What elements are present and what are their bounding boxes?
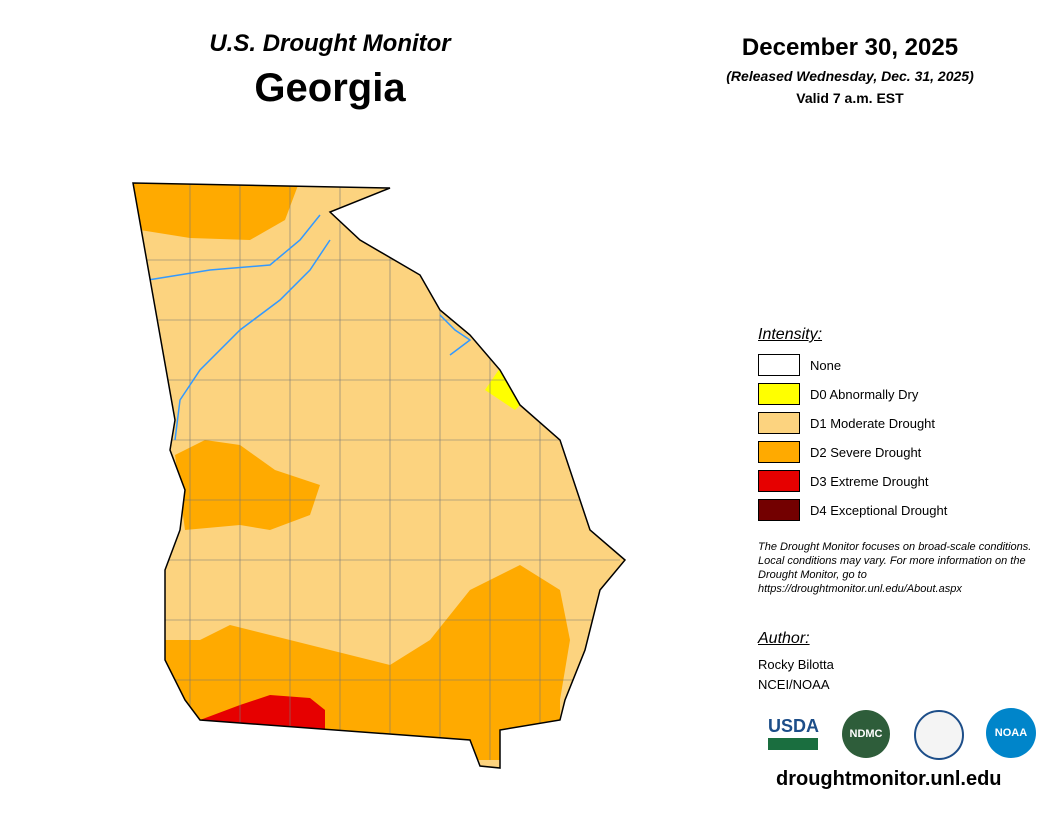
- county-lines: [133, 183, 620, 760]
- logo-ndmc: NDMC: [842, 710, 890, 758]
- d2-area: [175, 440, 320, 530]
- map: [132, 182, 626, 769]
- legend-swatch: [758, 354, 800, 376]
- subtitle: U.S. Drought Monitor: [209, 30, 451, 57]
- legend-title: Intensity:: [758, 326, 823, 343]
- legend-item: D2 Severe Drought: [758, 441, 1018, 463]
- legend-item: D0 Abnormally Dry: [758, 383, 1018, 405]
- legend-item: D3 Extreme Drought: [758, 470, 1018, 492]
- legend-label: D1 Moderate Drought: [810, 416, 936, 431]
- legend-label: D2 Severe Drought: [810, 445, 922, 460]
- legend-label: D4 Exceptional Drought: [810, 503, 948, 518]
- date: December 30, 2025: [741, 34, 959, 61]
- legend-swatch: [758, 470, 800, 492]
- released: (Released Wednesday, Dec. 31, 2025): [726, 68, 974, 84]
- url: droughtmonitor.unl.edu: [776, 768, 1002, 790]
- legend-label: None: [810, 358, 842, 373]
- legend-label: D3 Extreme Drought: [810, 474, 929, 489]
- note: The Drought Monitor focuses on broad-sca…: [758, 541, 1032, 595]
- legend-swatch: [758, 441, 800, 463]
- legend-swatch: [758, 499, 800, 521]
- drought-areas: [133, 183, 625, 768]
- legend-swatch: [758, 383, 800, 405]
- legend-item: D4 Exceptional Drought: [758, 499, 1018, 521]
- logo-noaa: NOAA: [986, 708, 1036, 758]
- legend-swatch: [758, 412, 800, 434]
- title: Georgia: [254, 66, 406, 110]
- legend-label: D0 Abnormally Dry: [810, 387, 919, 402]
- d2-area: [133, 183, 300, 240]
- logo-usda: USDA: [768, 716, 820, 736]
- author-title: Author:: [758, 630, 810, 647]
- logo-commerce: [914, 710, 964, 760]
- rivers: [147, 214, 472, 441]
- author-org: NCEI/NOAA: [758, 677, 830, 692]
- valid: Valid 7 a.m. EST: [796, 90, 904, 106]
- legend-item: None: [758, 354, 1018, 376]
- d0-area: [485, 368, 525, 410]
- legend-item: D1 Moderate Drought: [758, 412, 1018, 434]
- author-name: Rocky Bilotta: [758, 657, 834, 672]
- logo-usda-bar: [768, 738, 818, 750]
